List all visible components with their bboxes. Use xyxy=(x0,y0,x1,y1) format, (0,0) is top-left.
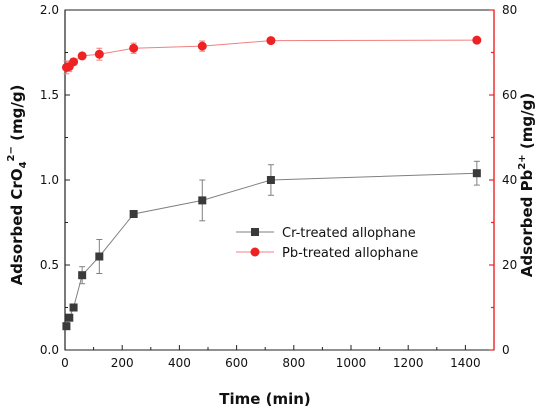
y-left-tick-label: 1.0 xyxy=(40,173,59,187)
y-right-tick-label: 20 xyxy=(502,258,517,272)
y-right-tick-label: 40 xyxy=(502,173,517,187)
x-tick-label: 1400 xyxy=(450,356,481,370)
data-point xyxy=(94,49,104,59)
y-left-tick-label: 2.0 xyxy=(40,3,59,17)
y-right-tick-label: 60 xyxy=(502,88,517,102)
legend-marker-pb xyxy=(250,247,260,257)
y-axis-left-title: Adsorbed CrO42− (mg/g) xyxy=(6,85,29,286)
legend-label-cr: Cr-treated allophane xyxy=(282,226,416,241)
data-point xyxy=(129,210,138,218)
x-tick-label: 1200 xyxy=(393,356,424,370)
data-point xyxy=(95,252,104,261)
x-tick-label: 1000 xyxy=(336,356,367,370)
y-right-tick-label: 80 xyxy=(502,3,517,17)
series-layer xyxy=(61,35,482,331)
data-point xyxy=(69,303,78,312)
data-point xyxy=(198,196,207,205)
x-tick-label: 0 xyxy=(61,356,69,370)
data-point xyxy=(472,35,482,45)
legend: Cr-treated allophane Pb-treated allophan… xyxy=(236,226,418,261)
data-point xyxy=(129,43,139,53)
x-tick-label: 600 xyxy=(225,356,248,370)
data-point xyxy=(266,176,275,184)
x-tick-label: 400 xyxy=(168,356,191,370)
axis-ticks: 0 200 400 600 800 1000 1200 14000.00.51.01.52.0… xyxy=(40,3,517,370)
series-pb xyxy=(61,35,482,75)
data-point xyxy=(69,57,79,67)
y-axis-right-title: Adsorbed Pb2+ (mg/g) xyxy=(517,93,536,277)
data-point xyxy=(78,271,87,280)
y-left-tick-label: 1.5 xyxy=(40,88,59,102)
series-cr xyxy=(62,160,481,331)
data-point xyxy=(197,41,207,51)
x-tick-label: 800 xyxy=(282,356,305,370)
data-point xyxy=(65,313,74,322)
x-tick-label: 200 xyxy=(111,356,134,370)
data-point xyxy=(472,169,481,178)
y-right-tick-label: 0 xyxy=(502,343,510,357)
x-axis-title: Time (min) xyxy=(219,390,311,408)
legend-marker-cr xyxy=(251,228,259,236)
y-left-tick-label: 0.5 xyxy=(40,258,59,272)
data-point xyxy=(62,322,71,331)
data-point xyxy=(266,36,276,46)
y-left-tick-label: 0.0 xyxy=(40,343,59,357)
data-point xyxy=(77,51,87,61)
legend-label-pb: Pb-treated allophane xyxy=(282,246,418,261)
